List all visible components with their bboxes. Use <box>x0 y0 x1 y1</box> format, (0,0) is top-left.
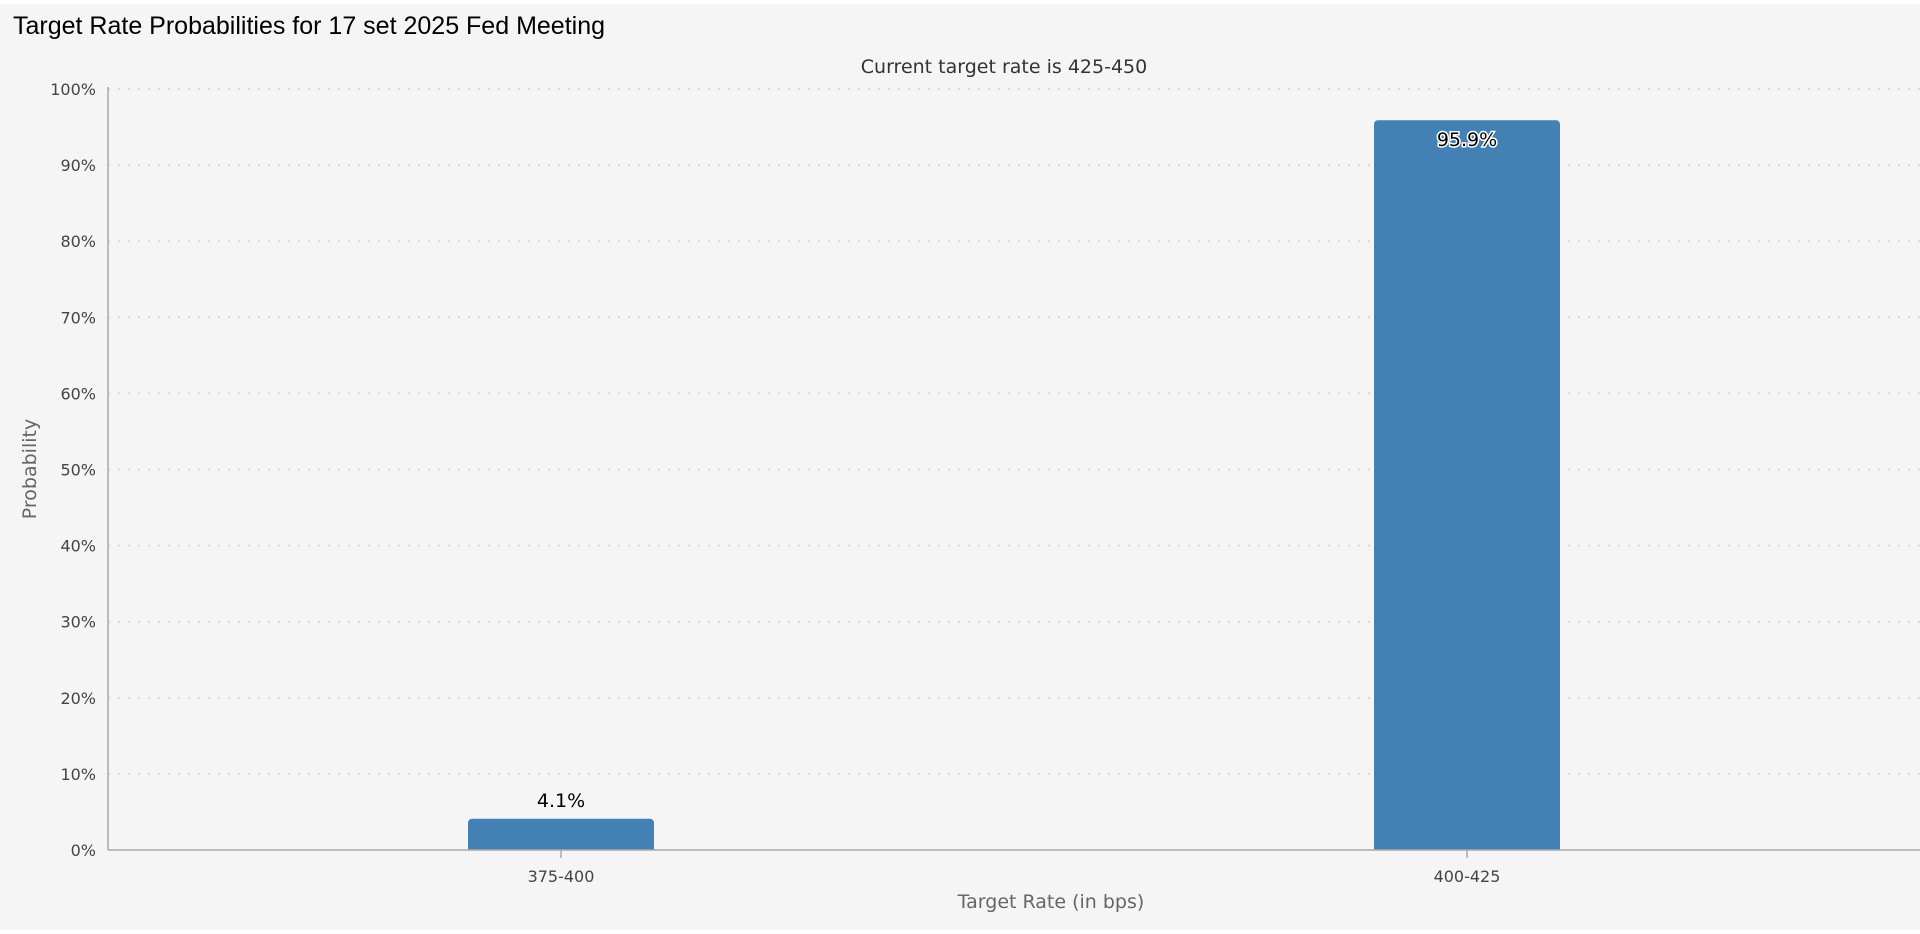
chart-panel <box>0 4 1920 930</box>
y-tick-label: 60% <box>60 384 96 403</box>
y-tick-label: 80% <box>60 232 96 251</box>
axes: 0% 10% 20% 30% 40% 50% 60% 70% 80% 90% 100% 375-400… <box>50 80 1920 886</box>
data-labels: 4.1% 95.9% <box>537 128 1499 812</box>
bar-base <box>1374 846 1560 850</box>
x-tick-label: 400-425 <box>1434 867 1501 886</box>
y-tick-label: 90% <box>60 156 96 175</box>
bar-400-425[interactable] <box>1374 120 1560 851</box>
y-tick-label: 20% <box>60 689 96 708</box>
x-axis-label: Target Rate (in bps) <box>957 891 1145 913</box>
grid-lines <box>108 88 1920 775</box>
y-tick-label: 10% <box>60 765 96 784</box>
x-tick-label: 375-400 <box>528 867 595 886</box>
bar-base <box>468 846 654 850</box>
data-label: 4.1% <box>537 790 585 812</box>
bar-375-400[interactable] <box>468 818 654 850</box>
y-tick-label: 40% <box>60 537 96 556</box>
data-label: 95.9% <box>1437 129 1497 151</box>
y-tick-label: 50% <box>60 461 96 480</box>
y-tick-label: 100% <box>50 80 96 99</box>
page-title: Target Rate Probabilities for 17 set 202… <box>13 12 606 40</box>
y-tick-label: 30% <box>60 613 96 632</box>
y-tick-label: 70% <box>60 308 96 327</box>
bars <box>468 120 1560 851</box>
y-tick-label: 0% <box>71 841 96 860</box>
chart-subtitle: Current target rate is 425-450 <box>861 56 1147 78</box>
y-axis-label: Probability <box>19 419 41 519</box>
